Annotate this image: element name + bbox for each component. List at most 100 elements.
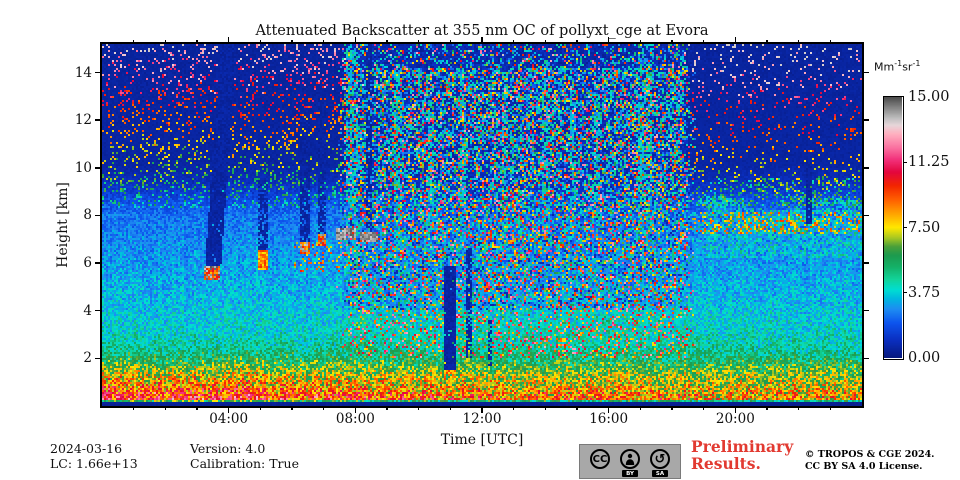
- tick-mark: [164, 406, 167, 410]
- tick-mark: [386, 406, 388, 410]
- tick-mark: [766, 40, 768, 44]
- tick-mark: [164, 40, 167, 44]
- unit-exp-2: -1: [912, 59, 921, 68]
- colorbar-tick-label: 11.25: [908, 154, 950, 171]
- cc-by-label: BY: [622, 470, 638, 477]
- tick-mark: [544, 406, 547, 410]
- tick-mark: [227, 37, 230, 44]
- footer-lidar-constant: LC: 1.66e+13: [50, 456, 138, 471]
- tick-mark: [862, 214, 869, 217]
- tick-mark: [576, 40, 578, 44]
- tick-mark: [95, 262, 102, 264]
- tick-mark: [639, 40, 642, 44]
- x-axis-label: Time [UTC]: [440, 432, 524, 448]
- x-tick-label: 16:00: [589, 411, 629, 427]
- tick-mark: [671, 406, 673, 410]
- tick-mark: [862, 262, 869, 264]
- tick-mark: [797, 406, 800, 410]
- x-tick-label: 04:00: [209, 411, 249, 427]
- tick-mark: [903, 226, 907, 229]
- colorbar-tick-label: 15.00: [908, 89, 950, 105]
- tick-mark: [734, 37, 737, 44]
- colorbar-tick-label: 3.75: [908, 284, 941, 301]
- tick-mark: [734, 406, 737, 413]
- footer-calibration: Calibration: True: [190, 456, 299, 471]
- tick-mark: [322, 40, 325, 44]
- y-tick-label: 14: [74, 64, 92, 81]
- copyright-note: © TROPOS & CGE 2024. CC BY SA 4.0 Licens…: [805, 449, 935, 473]
- tick-mark: [671, 40, 673, 44]
- footer-date: 2024-03-16: [50, 441, 123, 456]
- preliminary-results-note: Preliminary Results.: [691, 438, 793, 472]
- colorbar-unit-label: Mm-1sr-1: [874, 59, 920, 74]
- plot-title: Attenuated Backscatter at 355 nm OC of p…: [255, 23, 709, 39]
- tick-mark: [417, 40, 420, 44]
- tick-mark: [702, 406, 705, 410]
- x-tick-label: 20:00: [715, 411, 755, 427]
- tick-mark: [291, 406, 293, 410]
- tick-mark: [354, 406, 357, 413]
- y-tick-label: 4: [83, 302, 92, 319]
- colorbar-tick-label: 0.00: [908, 350, 941, 366]
- tick-mark: [95, 119, 102, 121]
- unit-base-1: Mm: [874, 60, 895, 74]
- copyright-line-1: © TROPOS & CGE 2024.: [805, 449, 935, 460]
- tick-mark: [766, 406, 768, 410]
- tick-mark: [196, 406, 198, 410]
- tick-mark: [829, 406, 832, 410]
- tick-mark: [449, 40, 452, 44]
- heatmap-canvas: [102, 44, 862, 406]
- tick-mark: [386, 40, 388, 44]
- tick-mark: [862, 357, 869, 360]
- tick-mark: [354, 37, 357, 44]
- tick-mark: [512, 406, 515, 410]
- tick-mark: [607, 406, 610, 413]
- tick-mark: [95, 71, 102, 74]
- y-tick-label: 12: [74, 112, 92, 129]
- cc-license-badge: CC ↺ BY SA: [579, 444, 681, 479]
- tick-mark: [607, 37, 610, 44]
- tick-mark: [132, 406, 135, 410]
- tick-mark: [95, 357, 102, 360]
- tick-mark: [227, 406, 230, 413]
- footer-version: Version: 4.0: [190, 441, 266, 456]
- tick-mark: [797, 40, 800, 44]
- cc-sa-label: SA: [652, 470, 668, 477]
- tick-mark: [481, 406, 483, 413]
- y-tick-label: 10: [74, 159, 92, 176]
- y-tick-label: 6: [83, 255, 92, 272]
- colorbar-tick-label: 7.50: [908, 219, 941, 236]
- person-icon: [625, 453, 635, 465]
- tick-mark: [196, 40, 198, 44]
- tick-mark: [576, 406, 578, 410]
- y-tick-label: 2: [83, 350, 92, 367]
- tick-mark: [132, 40, 135, 44]
- tick-mark: [903, 292, 907, 294]
- colorbar-canvas: [884, 97, 902, 358]
- tick-mark: [639, 406, 642, 410]
- tick-mark: [862, 309, 869, 312]
- tick-mark: [259, 406, 262, 410]
- tick-mark: [702, 40, 705, 44]
- tick-mark: [322, 406, 325, 410]
- x-tick-label: 12:00: [462, 411, 502, 427]
- colorbar-frame: [883, 96, 904, 360]
- preliminary-line-2: Results.: [691, 454, 761, 473]
- tick-mark: [259, 40, 262, 44]
- tick-mark: [544, 40, 547, 44]
- cc-sa-arrow-icon: ↺: [650, 449, 670, 469]
- tick-mark: [512, 40, 515, 44]
- cc-icon: CC: [590, 449, 610, 469]
- copyright-line-2: CC BY SA 4.0 License.: [805, 461, 923, 472]
- preliminary-line-1: Preliminary: [691, 437, 794, 456]
- tick-mark: [95, 167, 102, 169]
- unit-base-2: sr: [902, 60, 913, 74]
- tick-mark: [95, 309, 102, 312]
- tick-mark: [903, 161, 907, 163]
- tick-mark: [449, 406, 452, 410]
- tick-mark: [862, 167, 869, 169]
- tick-mark: [95, 214, 102, 217]
- tick-mark: [862, 71, 869, 74]
- tick-mark: [417, 406, 420, 410]
- x-tick-label: 08:00: [335, 411, 375, 427]
